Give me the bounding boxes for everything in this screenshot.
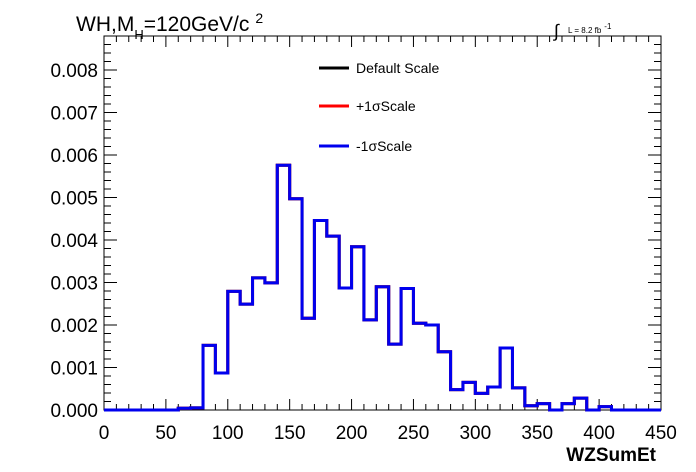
y-tick-label: 0.006	[50, 146, 98, 167]
y-axis: 0.000 0.001 0.002 0.003 0.004 0.005 0.006 0.007…	[50, 35, 661, 422]
x-tick-label: 250	[398, 423, 430, 444]
luminosity-label-exponent: -1	[604, 22, 612, 31]
chart-title-main: WH,M	[76, 13, 134, 36]
y-tick-label: 0.008	[50, 61, 98, 82]
legend-label-0: Default Scale	[356, 60, 439, 76]
y-tick-label: 0.000	[50, 401, 98, 422]
legend: Default Scale +1σScale -1σScale	[319, 60, 439, 154]
luminosity-integral-symbol: ∫	[552, 21, 560, 41]
y-tick-label: 0.001	[50, 359, 98, 380]
x-tick-label: 350	[521, 423, 553, 444]
luminosity-label-text: L = 8.2 fb	[568, 26, 602, 35]
y-tick-label: 0.007	[50, 104, 98, 125]
y-tick-label: 0.004	[50, 231, 98, 252]
legend-label-1: +1σScale	[356, 98, 416, 114]
x-tick-label: 150	[274, 423, 306, 444]
chart-title-subscript: H	[134, 27, 143, 42]
x-tick-label: 400	[583, 423, 615, 444]
series-layer	[104, 163, 661, 412]
x-tick-label: 300	[459, 423, 491, 444]
legend-label-2: -1σScale	[356, 138, 412, 154]
y-tick-label: 0.005	[50, 189, 98, 210]
x-tick-label: 200	[336, 423, 368, 444]
y-tick-label: 0.003	[50, 274, 98, 295]
series-line-2	[104, 163, 661, 412]
chart-title-superscript: 2	[255, 10, 263, 26]
chart-title-rest: =120GeV/c	[144, 13, 250, 36]
luminosity-label: L = 8.2 fb -1	[568, 22, 612, 35]
x-tick-label: 100	[212, 423, 244, 444]
x-axis: 0 50 100 150 200 250 300 350 400 450	[99, 36, 677, 444]
x-tick-label: 450	[645, 423, 677, 444]
x-tick-label: 0	[99, 423, 110, 444]
chart-title: WH,MH=120GeV/c 2	[76, 10, 263, 42]
y-tick-label: 0.002	[50, 316, 98, 337]
x-tick-label: 50	[155, 423, 176, 444]
x-axis-label: WZSumEt	[566, 445, 656, 466]
